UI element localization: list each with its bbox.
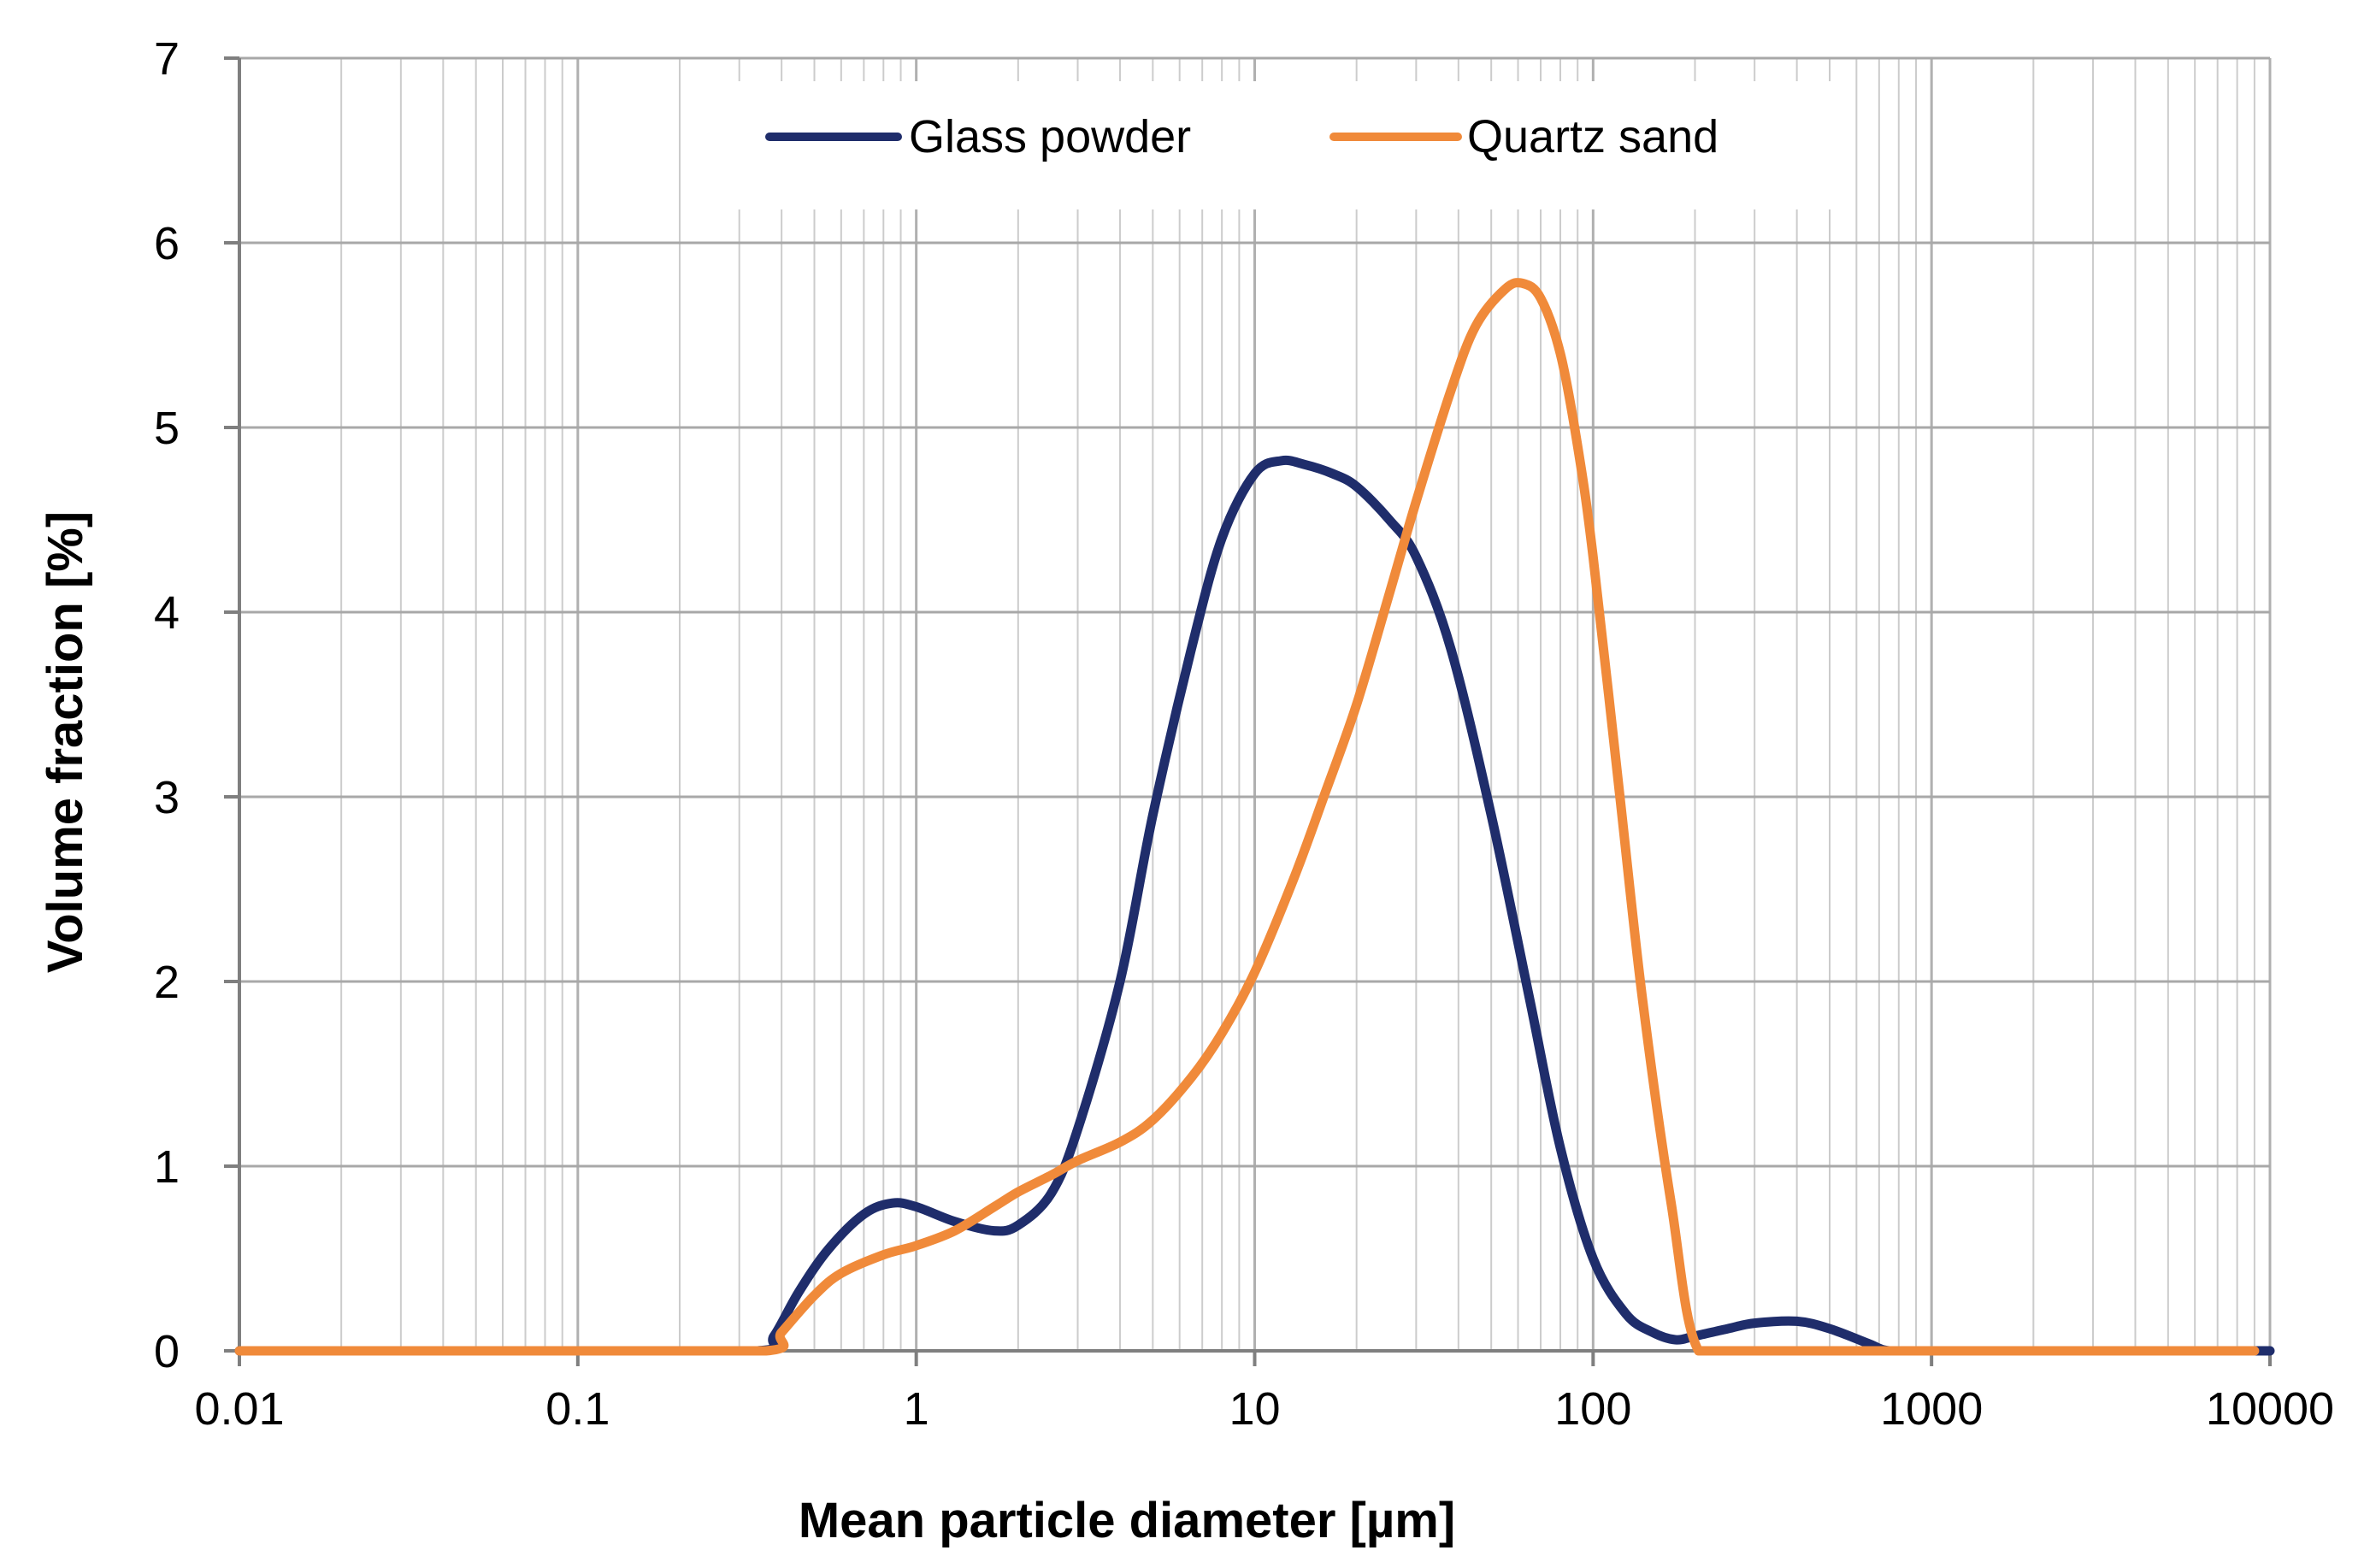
y-tick-label: 2 [154, 957, 180, 1008]
legend: Glass powder Quartz sand [735, 81, 1847, 209]
x-tick-label: 0.1 [545, 1383, 610, 1435]
y-tick-label: 6 [154, 218, 180, 269]
y-tick-label: 5 [154, 403, 180, 454]
y-axis-title: Volume fraction [%] [38, 511, 93, 973]
x-tick-label: 0.01 [194, 1383, 284, 1435]
y-tick-label: 7 [154, 33, 180, 85]
grid-layer [238, 56, 2272, 1351]
x-tick-label: 10 [1229, 1383, 1280, 1435]
y-tick-label: 3 [154, 772, 180, 823]
x-tick-label: 10000 [2206, 1383, 2334, 1435]
series-line-quartz-sand [234, 278, 2260, 1356]
y-tick-label: 1 [154, 1141, 180, 1193]
legend-label-quartz-sand: Quartz sand [1467, 111, 1719, 162]
y-tick-label: 0 [154, 1326, 180, 1377]
axis-layer: 0 1 2 3 4 5 6 7 0.01 0.1 1 10 100 1000 10000 [154, 33, 2334, 1435]
x-tick-label: 1000 [1880, 1383, 1983, 1435]
series-line-glass-powder [234, 455, 2275, 1356]
legend-label-glass-powder: Glass powder [909, 111, 1191, 162]
x-tick-label: 100 [1554, 1383, 1631, 1435]
legend-background [735, 81, 1847, 209]
series-layer [234, 278, 2275, 1356]
x-tick-label: 1 [904, 1383, 929, 1435]
y-tick-label: 4 [154, 587, 180, 639]
x-axis-title: Mean particle diameter [µm] [799, 1493, 1455, 1548]
